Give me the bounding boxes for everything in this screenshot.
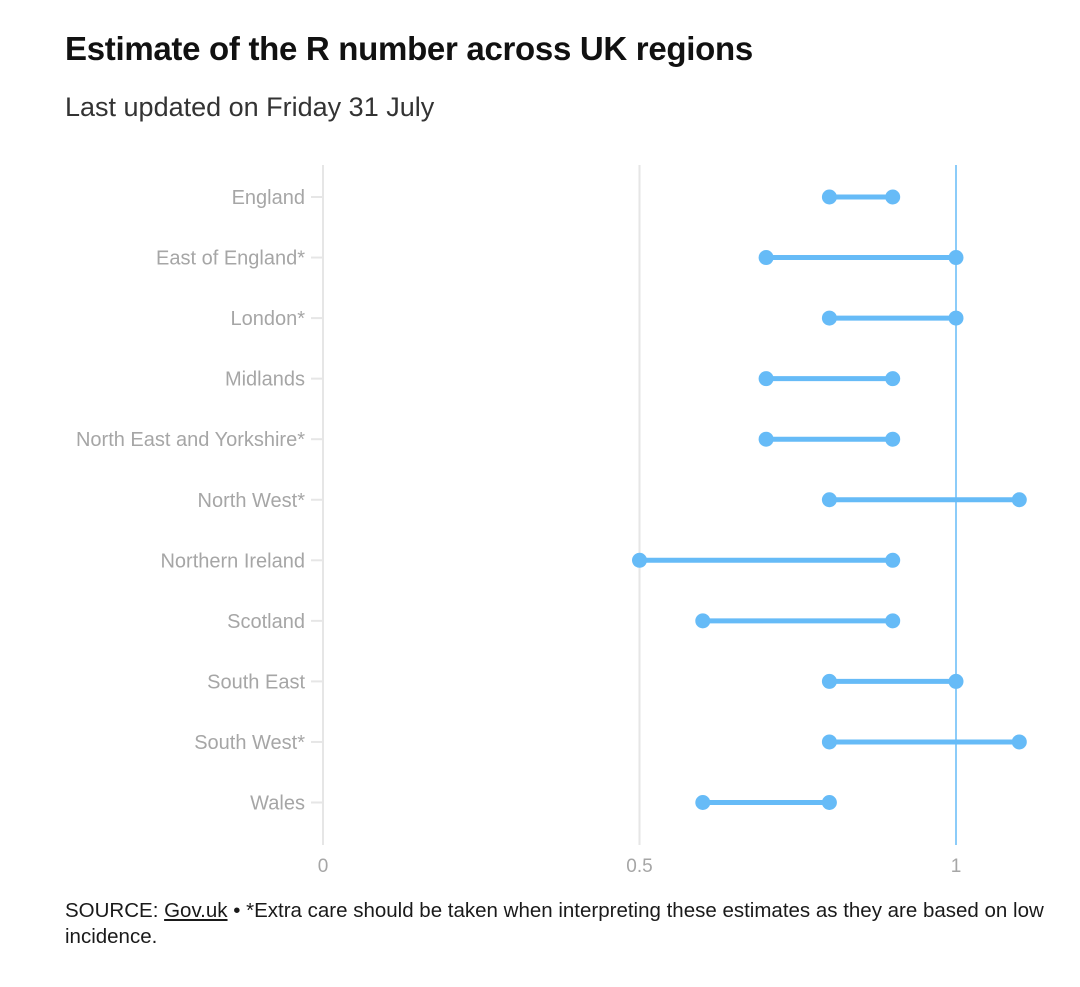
category-label: Midlands (225, 369, 305, 391)
upper-estimate-dot (948, 673, 964, 689)
lower-estimate-dot (821, 734, 837, 750)
category-label: Scotland (227, 611, 305, 633)
upper-estimate-dot (885, 552, 901, 568)
category-label: South West* (194, 732, 305, 754)
upper-estimate-dot (1011, 734, 1027, 750)
upper-estimate-dot (885, 371, 901, 387)
category-label: England (232, 187, 305, 209)
upper-estimate-dot (821, 795, 837, 810)
lower-estimate-dot (758, 431, 774, 447)
upper-estimate-dot (948, 250, 964, 266)
x-tick-layer: 0 0.5 1 (318, 856, 962, 877)
category-label: North West* (198, 490, 306, 512)
category-label: London* (230, 308, 305, 330)
category-label: Northern Ireland (160, 550, 305, 572)
lower-estimate-dot (758, 371, 774, 387)
upper-estimate-dot (885, 189, 901, 205)
lower-estimate-dot (821, 492, 837, 508)
lower-estimate-dot (695, 613, 711, 629)
lower-estimate-dot (632, 552, 647, 568)
category-label: North East and Yorkshire* (76, 429, 305, 451)
source-note: SOURCE: Gov.uk • *Extra care should be t… (65, 898, 1045, 950)
source-prefix: SOURCE: (65, 899, 165, 922)
dumbbell-chart: England East of England* London* Midlands No… (76, 165, 1027, 877)
category-label-layer: England East of England* London* Midlands No… (76, 187, 305, 815)
category-label: East of England* (156, 248, 305, 270)
lower-estimate-dot (758, 250, 774, 266)
source-link[interactable]: Gov.uk (164, 899, 228, 922)
grid-layer (311, 165, 957, 845)
chart-subtitle: Last updated on Friday 31 July (65, 92, 435, 122)
x-tick-label: 1 (951, 856, 962, 877)
upper-estimate-dot (1011, 492, 1027, 508)
x-tick-label: 0.5 (626, 856, 652, 877)
category-label: Wales (250, 793, 305, 815)
upper-estimate-dot (885, 613, 901, 629)
lower-estimate-dot (821, 310, 837, 326)
source-footnote: • *Extra care should be taken when inter… (65, 899, 1044, 948)
upper-estimate-dot (948, 310, 964, 326)
chart-title: Estimate of the R number across UK regio… (65, 30, 753, 67)
lower-estimate-dot (695, 795, 711, 810)
mark-layer (632, 189, 1027, 810)
upper-estimate-dot (885, 431, 901, 447)
x-tick-label: 0 (318, 856, 329, 877)
lower-estimate-dot (821, 673, 837, 689)
category-label: South East (207, 671, 305, 693)
lower-estimate-dot (821, 189, 837, 205)
